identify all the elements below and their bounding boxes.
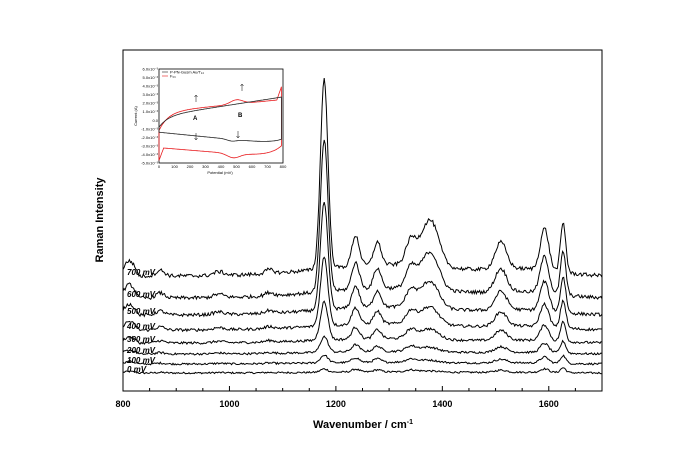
spectrum-trace <box>122 367 603 375</box>
inset-x-tick-label: 200 <box>187 164 194 169</box>
inset-arrows <box>194 83 244 141</box>
inset-y-tick-label: 5.0x10⁻³ <box>143 75 159 80</box>
inset-y-tick-label: -5.0x10⁻³ <box>141 161 158 166</box>
x-tick-label: 1400 <box>432 399 452 409</box>
x-axis-tick-labels: 800 1000 1200 1400 1600 <box>115 399 558 409</box>
inset-y-tick-label: 6.0x10⁻³ <box>143 67 159 72</box>
trace-label: 0 mV <box>127 365 147 374</box>
y-axis-title: Raman Intensity <box>94 177 106 263</box>
inset-y-tick-label: -1.0x10⁻³ <box>141 126 158 131</box>
x-axis-title-text: Wavenumber / cm <box>313 419 407 431</box>
inset-y-tick-label: 0.0 <box>152 118 158 123</box>
inset-x-tick-label: 600 <box>249 164 256 169</box>
inset-cv-curve <box>158 86 282 161</box>
spectrum-trace <box>122 335 603 356</box>
trace-label: 500 mV <box>127 307 156 316</box>
inset-x-tick-label: 100 <box>171 164 178 169</box>
spectrum-trace <box>122 300 603 346</box>
inset-x-tick-labels: 0 100 200 300 400 500 600 700 800 <box>158 164 287 169</box>
spectrum-trace <box>122 256 603 333</box>
spectrum-trace <box>122 201 603 318</box>
inset-cv-curve <box>158 96 282 142</box>
inset-y-tick-label: 4.0x10⁻³ <box>143 84 159 89</box>
spectra-traces <box>122 77 603 375</box>
trace-label: 300 mV <box>127 335 156 344</box>
cv-inset: 6.0x10⁻³ 5.0x10⁻³ 4.0x10⁻³ 3.0x10⁻³ 2.0x10⁻³… <box>133 67 287 176</box>
trace-label: 700 mV <box>127 268 156 277</box>
inset-y-tick-label: -2.0x10⁻³ <box>141 135 158 140</box>
inset-x-tick-label: 0 <box>158 164 161 169</box>
inset-x-tick-label: 800 <box>280 164 287 169</box>
inset-y-tick-label: 1.0x10⁻³ <box>143 109 159 114</box>
inset-legend-item-1: P-PN-Gusm Au/T₁₄ <box>170 70 204 75</box>
inset-annotation-a: A <box>193 116 198 122</box>
trace-label: 100 mV <box>127 356 156 365</box>
inset-y-tick-label: 2.0x10⁻³ <box>143 101 159 106</box>
trace-label: 600 mV <box>127 290 156 299</box>
x-axis-title: Wavenumber / cm-1 <box>313 419 413 431</box>
inset-legend-item-2: F₀₀ <box>170 74 176 79</box>
inset-y-axis-title: Current (A) <box>133 105 138 125</box>
inset-y-tick-label: -4.0x10⁻³ <box>141 152 158 157</box>
trace-label: 400 mV <box>126 322 156 331</box>
inset-y-tick-label: -3.0x10⁻³ <box>141 143 158 148</box>
inset-x-tick-label: 700 <box>264 164 271 169</box>
inset-y-tick-labels: 6.0x10⁻³ 5.0x10⁻³ 4.0x10⁻³ 3.0x10⁻³ 2.0x10⁻³… <box>141 67 159 166</box>
inset-annotation-b: B <box>238 113 243 119</box>
x-axis-title-exponent: -1 <box>407 419 413 426</box>
inset-x-tick-label: 400 <box>218 164 225 169</box>
trace-label: 200 mV <box>126 346 156 355</box>
inset-cv-curves <box>158 86 282 161</box>
spectrum-trace <box>122 139 603 301</box>
inset-x-axis-title: Potential (mV) <box>207 170 233 175</box>
x-tick-label: 1600 <box>539 399 559 409</box>
x-tick-label: 1000 <box>219 399 239 409</box>
spectrum-trace <box>122 77 603 279</box>
spectrum-trace <box>122 354 603 366</box>
inset-y-tick-label: 3.0x10⁻³ <box>143 92 159 97</box>
inset-x-tick-label: 500 <box>233 164 240 169</box>
inset-frame <box>158 68 284 164</box>
x-tick-label: 1200 <box>326 399 346 409</box>
inset-x-tick-label: 300 <box>202 164 209 169</box>
x-tick-label: 800 <box>115 399 130 409</box>
x-axis-ticks <box>122 386 603 391</box>
